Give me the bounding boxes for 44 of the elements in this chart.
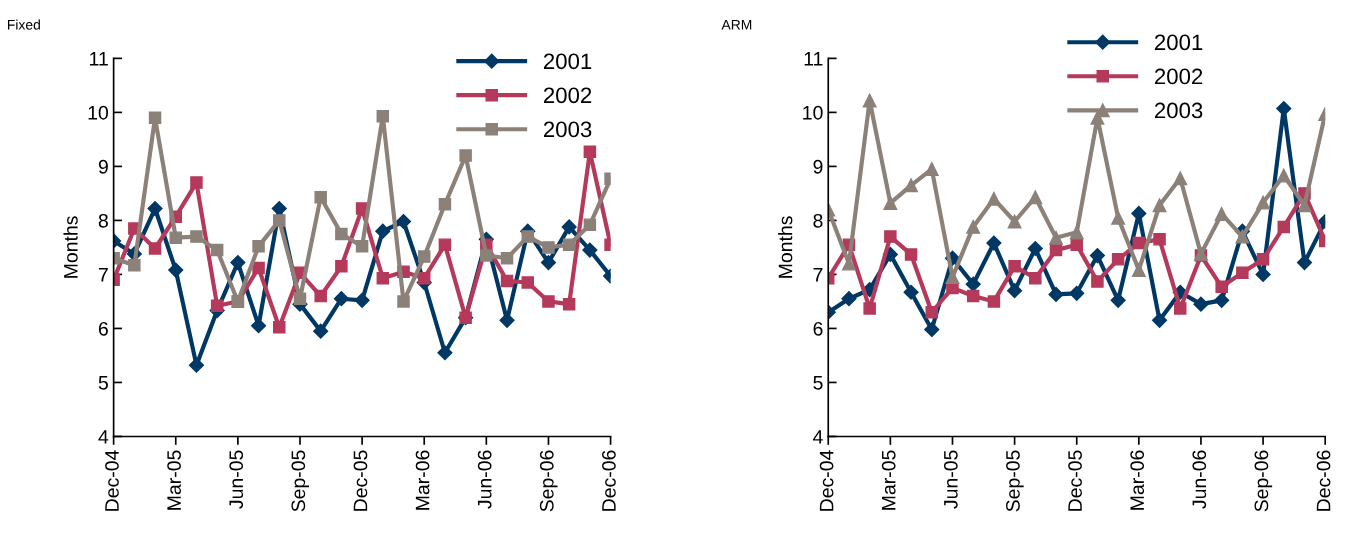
y-tick-label: 11 [90,52,108,66]
y-tick-label: 6 [813,321,823,336]
y-tick-label: 5 [813,376,823,390]
y-tick-label: 7 [98,268,108,282]
legend-label: 2001 [543,53,592,70]
legend-label: 2003 [1154,102,1203,119]
y-tick-label: 9 [813,159,823,174]
y-tick-label: 7 [813,268,823,282]
chart-title: ARM [721,19,752,30]
y-tick-label: 10 [803,105,823,120]
y-tick-label: 4 [813,430,823,444]
y-tick-label: 6 [98,321,108,336]
y-axis-title: Months [63,216,78,278]
y-tick-label: 5 [98,376,108,390]
x-tick-label: Jun-06 [1192,450,1207,509]
x-tick-label: Mar-06 [1130,450,1145,510]
legend-label: 2002 [1154,68,1203,85]
x-tick-label: Mar-05 [881,450,896,510]
x-tick-label: Dec-05 [353,450,368,511]
x-tick-label: Dec-05 [1068,450,1082,511]
x-tick-label: Jun-06 [477,450,492,509]
chart-title: Fixed [7,19,40,30]
legend-label: 2003 [543,121,592,138]
x-tick-label: Dec-06 [602,450,616,511]
x-tick-label: Sep-05 [1006,450,1024,512]
x-tick-label: Dec-04 [819,450,834,511]
x-tick-label: Mar-06 [415,450,430,510]
y-tick-label: 8 [98,213,108,228]
x-tick-label: Dec-06 [1316,450,1331,511]
x-tick-label: Jun-05 [943,450,958,509]
legend-label: 2002 [543,87,592,104]
x-tick-label: Jun-05 [229,450,244,509]
x-tick-label: Sep-05 [291,450,310,512]
y-tick-label: 9 [98,159,108,174]
y-tick-label: 11 [804,52,823,66]
x-tick-label: Mar-05 [167,450,181,510]
y-tick-label: 10 [88,105,109,120]
x-tick-label: Sep-06 [539,450,558,512]
legend-label: 2001 [1154,34,1203,51]
x-tick-label: Dec-04 [105,450,119,511]
y-tick-label: 4 [98,430,109,444]
x-tick-label: Sep-06 [1254,450,1273,512]
y-axis-title: Months [778,216,793,278]
y-tick-label: 8 [813,213,823,228]
